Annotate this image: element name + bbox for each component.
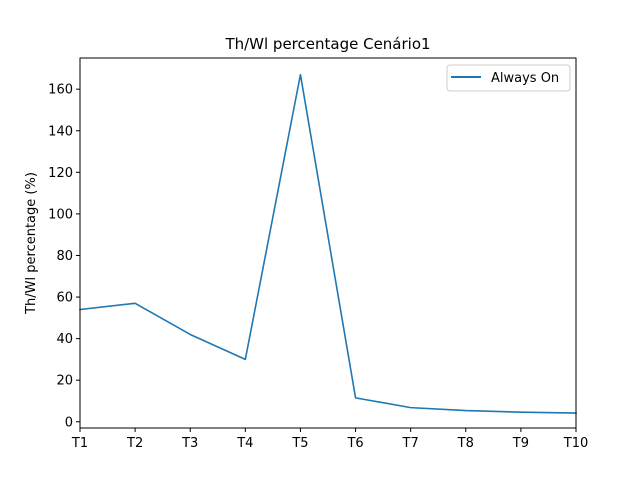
y-tick-label: 0 (65, 415, 73, 430)
y-tick-label: 100 (48, 207, 73, 222)
y-axis-label: Th/Wl percentage (%) (24, 172, 39, 315)
x-tick-label: T3 (181, 436, 198, 451)
x-tick-label: T5 (291, 436, 308, 451)
y-tick-label: 80 (56, 249, 73, 264)
y-tick-label: 160 (48, 83, 73, 98)
y-axis-ticks: 0 20 40 60 80 100 120 140 160 (48, 83, 80, 430)
x-tick-label: T8 (457, 436, 474, 451)
x-tick-label: T2 (126, 436, 143, 451)
y-tick-label: 20 (56, 374, 73, 389)
x-tick-label: T7 (402, 436, 419, 451)
y-tick-label: 140 (48, 124, 73, 139)
legend: Always On (446, 64, 571, 92)
y-tick-label: 40 (56, 332, 73, 347)
chart-title: Th/Wl percentage Cenário1 (224, 35, 430, 53)
legend-box (446, 64, 571, 92)
y-tick-label: 120 (48, 166, 73, 181)
x-tick-label: T4 (236, 436, 253, 451)
y-tick-label: 60 (56, 291, 73, 306)
x-axis-ticks: T1 T2 T3 T4 T5 T6 T7 T8 T9 T10 (71, 428, 588, 451)
x-tick-label: T10 (563, 436, 588, 451)
series-line-always-on (79, 73, 577, 414)
legend-label-always-on: Always On (491, 71, 559, 86)
x-tick-label: T9 (512, 436, 529, 451)
x-tick-label: T6 (346, 436, 363, 451)
x-tick-label: T1 (71, 436, 88, 451)
series-layer (79, 73, 577, 414)
plot-area-frame (79, 57, 577, 429)
